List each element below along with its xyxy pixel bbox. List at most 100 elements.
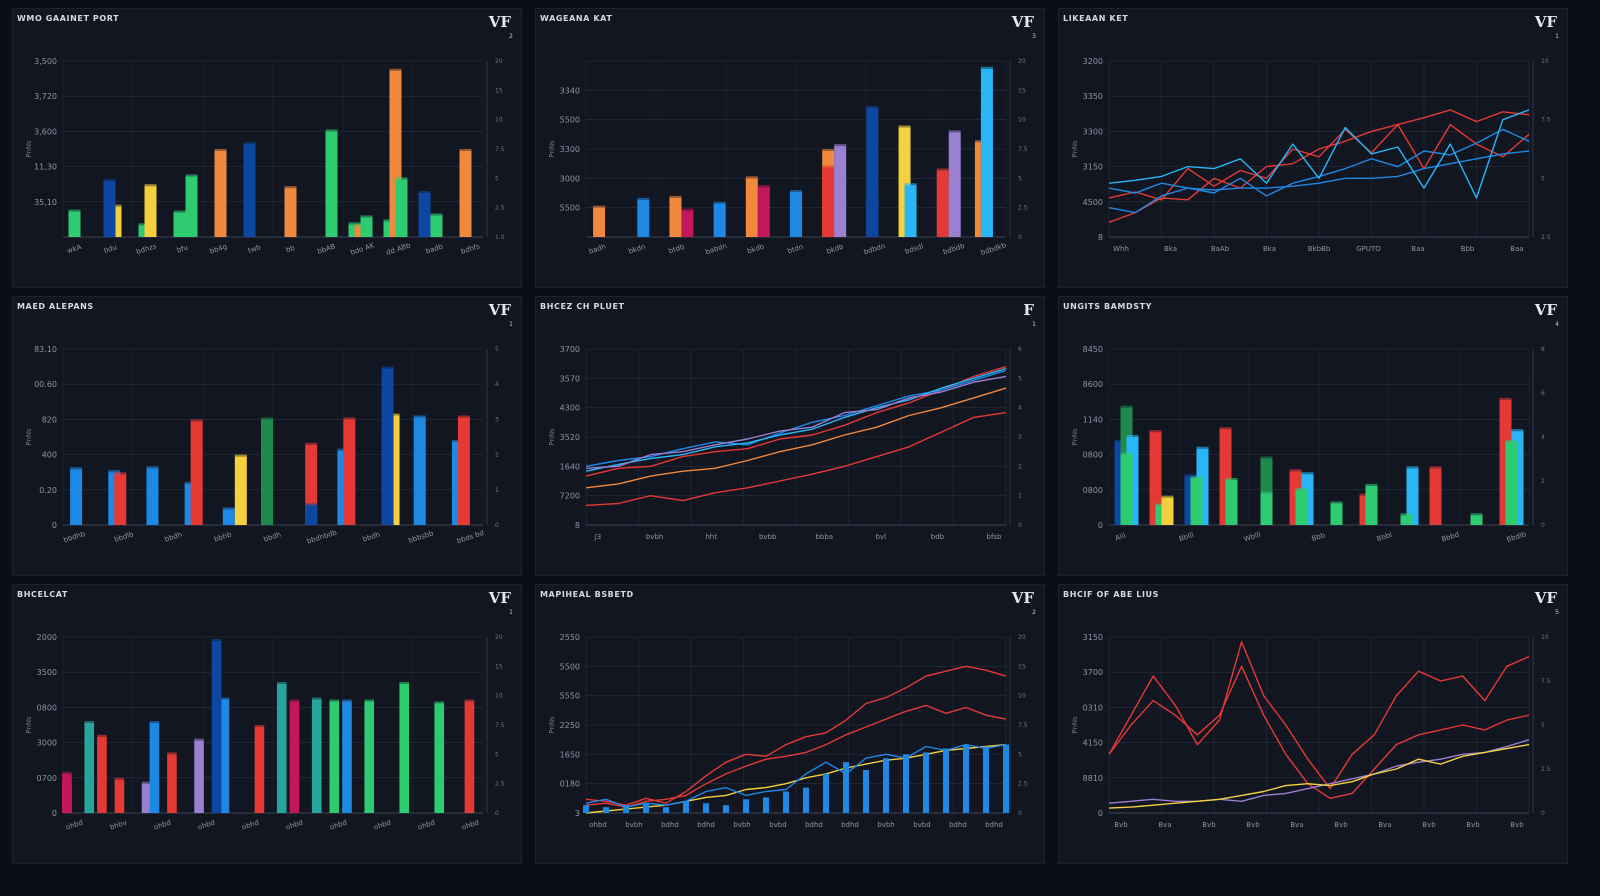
panel-logo-icon: VF 1 [489,301,513,329]
y-tick-label-right: 5 [1018,175,1022,182]
x-tick-label: bfsb [987,533,1003,541]
x-tick-label: bdhd [985,821,1003,829]
bar [936,170,949,237]
y-tick-label-right: 10 [1018,693,1026,700]
x-tick-label: Bva [1158,821,1171,829]
y-tick-label: 0 [52,521,57,530]
y-tick-label-right: 7.5 [1541,678,1551,685]
bar-cap [173,210,186,213]
chart-panel-1: WMO GAAINET PORT VF 2 3,500 3,720 3,600 11,30 3… [12,8,522,288]
panel-logo-icon: VF 1 [1535,13,1559,41]
y-tick-label-right: 0 [1541,522,1545,529]
bar-cap [637,197,650,200]
bar-cap [681,208,694,211]
bar-cap [1260,491,1273,494]
chart-svg: 8450 8600 1140 0800 0800 0 8 6 4 2 0 PnNs Alil Bblll W… [1071,345,1545,544]
bar-cap [254,724,265,727]
y-tick-label: 3 [575,809,580,818]
x-tick-label: babdn [704,242,727,256]
x-tick-label: Baa [1411,245,1424,253]
y-tick-label-right: 15 [1018,663,1026,670]
y-axis-label: PnNs [1071,428,1079,446]
bar [863,769,869,813]
y-tick-label: 83.10 [34,345,57,354]
y-tick-label: 4300 [560,404,580,413]
bar [1295,489,1308,525]
x-tick-label: bdhd [841,821,859,829]
x-tick-label: btdn [787,243,805,256]
y-tick-label: 5550 [560,692,580,701]
y-tick-label-right: 5 [1541,722,1545,729]
y-axis-label: PnNs [548,716,556,734]
x-tick-label: Alil [1114,532,1127,543]
bar [948,132,961,237]
bar-cap [898,125,911,128]
bar [243,144,256,237]
bar-cap [114,777,125,780]
y-tick-label: 2000 [37,633,57,642]
y-tick-label: 3520 [560,433,580,442]
bar [114,474,127,525]
bar-cap [1219,427,1232,430]
series-line [1108,109,1530,223]
bar [1505,441,1518,525]
y-tick-label-right: 10 [495,117,503,124]
bar [1161,497,1174,525]
bar-cap [389,68,402,71]
x-tick-label: Bvb [1246,821,1260,829]
bar [583,805,589,813]
bar [603,807,609,813]
panel-number: 1 [1555,33,1559,40]
bar-cap [234,454,247,457]
x-tick-label: bbhb [213,530,233,543]
y-tick-label: 1640 [560,462,580,471]
y-tick-label: 35,10 [34,198,57,207]
y-tick-label: 1650 [560,750,580,759]
bar-cap [822,148,835,151]
bar-cap [289,699,300,702]
x-tick-label: badh [588,243,607,256]
x-tick-label: bvbh [625,821,642,829]
y-tick-label: 7200 [560,492,580,501]
bar-cap [381,366,394,369]
y-tick-label-right: 5 [495,346,499,353]
bar [963,744,969,813]
bar-cap [194,738,204,741]
x-tick-label: twb [247,243,262,255]
bar [623,805,629,813]
bar-cap [1120,452,1133,455]
bar-cap [1196,446,1209,449]
y-tick-label: 3200 [1083,57,1103,66]
y-tick-label-right: 10 [1018,117,1026,124]
bar [395,179,408,237]
bar [866,107,879,237]
chart-panel-6: UNGITS BAMDSTY VF 4 8450 8600 1140 0800 0800 0 8 6… [1058,296,1568,576]
bar-cap [1406,466,1419,469]
bar-cap [360,215,373,218]
bar-cap [980,66,993,69]
y-tick-label: 3350 [1083,92,1103,101]
bar-cap [97,734,107,737]
bar [904,185,917,237]
bar [211,640,222,813]
y-tick-label-right: 7.5 [1018,146,1028,153]
bar [803,787,809,813]
bar [342,701,352,813]
bar-cap [1505,439,1518,442]
panel-title: MAPIHEAL BSBETD [540,590,634,599]
bar [276,683,287,813]
bar [883,758,889,813]
bar-cap [1225,478,1238,481]
bar [743,799,749,813]
x-tick-label: bvl [876,533,887,541]
y-tick-label: 0800 [1083,451,1103,460]
x-tick-label: Bvb [1422,821,1436,829]
y-tick-label-right: 3 [1018,434,1022,441]
bar [399,683,410,813]
bar-cap [311,697,322,700]
x-tick-label: ohbd [65,819,84,832]
y-tick-label-right: 10 [1541,58,1549,65]
panel-logo-icon: VF 3 [1012,13,1036,41]
y-tick-label-right: 0 [495,522,499,529]
logo-glyph: VF [1534,589,1557,607]
